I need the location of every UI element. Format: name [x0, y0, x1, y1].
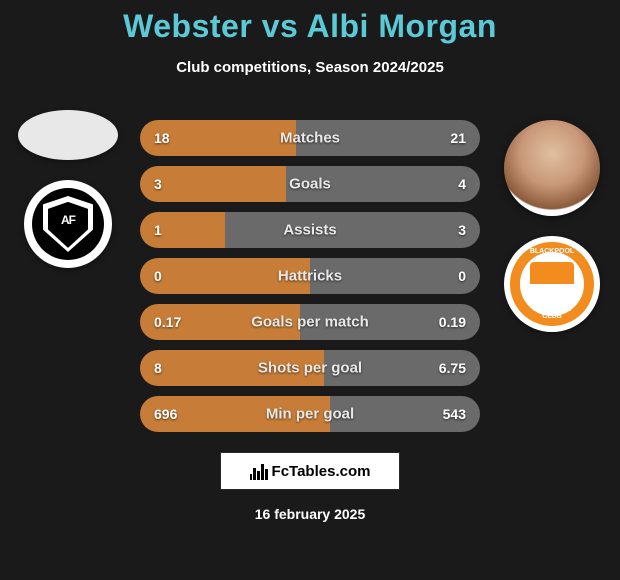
stat-value-left: 0 [154, 268, 162, 284]
stat-label: Shots per goal [258, 360, 362, 377]
stat-row: 3 Goals 4 [140, 166, 480, 202]
stat-value-right: 0.19 [439, 314, 466, 330]
stat-row: 0 Hattricks 0 [140, 258, 480, 294]
stat-label: Min per goal [266, 406, 354, 423]
stat-label: Hattricks [278, 268, 342, 285]
footer-logo[interactable]: FcTables.com [220, 452, 400, 490]
stat-value-left: 8 [154, 360, 162, 376]
stat-value-left: 1 [154, 222, 162, 238]
stat-row: 1 Assists 3 [140, 212, 480, 248]
stat-row: 18 Matches 21 [140, 120, 480, 156]
stat-value-right: 0 [458, 268, 466, 284]
footer-logo-text: FcTables.com [272, 463, 371, 480]
stat-value-right: 6.75 [439, 360, 466, 376]
stat-row: 8 Shots per goal 6.75 [140, 350, 480, 386]
footer-date: 16 february 2025 [255, 506, 366, 522]
stat-value-left: 0.17 [154, 314, 181, 330]
stat-label: Goals [289, 176, 331, 193]
stat-value-right: 543 [443, 406, 466, 422]
left-club-badge-letters: AF [61, 213, 75, 227]
stats-block: 18 Matches 21 3 Goals 4 1 Assists 3 0 Hattricks 0 0.… [140, 120, 480, 442]
comparison-title: Webster vs Albi Morgan [0, 0, 620, 45]
left-player-column: AF [8, 110, 128, 268]
stat-row: 0.17 Goals per match 0.19 [140, 304, 480, 340]
left-player-avatar [18, 110, 118, 160]
bar-chart-icon [250, 462, 268, 480]
stat-value-left: 18 [154, 130, 170, 146]
right-club-badge-top-text: BLACKPOOL [530, 248, 574, 255]
stat-label: Assists [283, 222, 336, 239]
right-player-column: BLACKPOOL FOOTBALL CLUB [492, 120, 612, 332]
left-club-badge: AF [24, 180, 112, 268]
stat-label: Goals per match [251, 314, 369, 331]
comparison-subtitle: Club competitions, Season 2024/2025 [0, 59, 620, 76]
stat-value-right: 4 [458, 176, 466, 192]
right-club-badge-bottom-text: FOOTBALL CLUB [528, 306, 576, 320]
stat-value-left: 696 [154, 406, 177, 422]
stat-value-right: 3 [458, 222, 466, 238]
right-club-badge: BLACKPOOL FOOTBALL CLUB [504, 236, 600, 332]
right-player-avatar [504, 120, 600, 216]
stat-value-left: 3 [154, 176, 162, 192]
stat-label: Matches [280, 130, 340, 147]
stat-value-right: 21 [450, 130, 466, 146]
stat-row: 696 Min per goal 543 [140, 396, 480, 432]
